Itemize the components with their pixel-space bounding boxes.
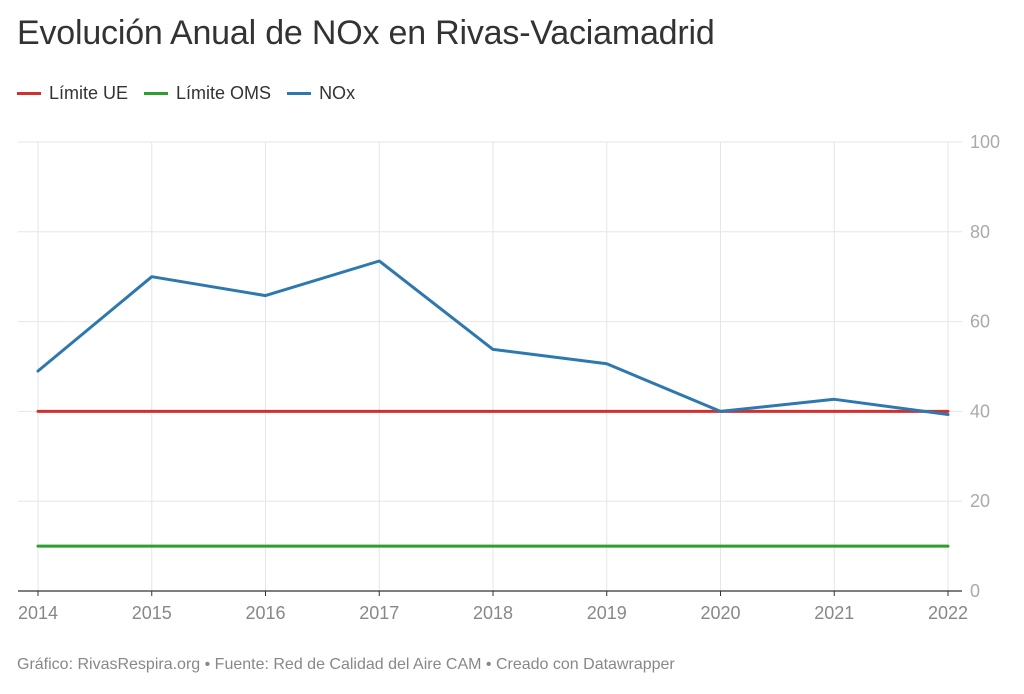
legend-item-nox: NOx xyxy=(287,83,355,104)
y-tick-label: 20 xyxy=(970,491,990,511)
x-tick-label: 2022 xyxy=(928,603,968,623)
chart-title: Evolución Anual de NOx en Rivas-Vaciamad… xyxy=(17,14,715,52)
x-tick-label: 2021 xyxy=(814,603,854,623)
series-line-nox xyxy=(36,259,950,416)
footer-credits: Gráfico: RivasRespira.org • Fuente: Red … xyxy=(17,656,675,673)
legend-item-ue: Límite UE xyxy=(17,83,128,104)
y-tick-label: 80 xyxy=(970,222,990,242)
x-tick-label: 2014 xyxy=(18,603,58,623)
legend-label-oms: Límite OMS xyxy=(176,83,272,103)
legend-label-ue: Límite UE xyxy=(49,83,129,103)
legend-label-nox: NOx xyxy=(319,83,356,103)
y-tick-label: 60 xyxy=(970,312,990,332)
x-tick-label: 2017 xyxy=(359,603,399,623)
x-tick-label: 2018 xyxy=(473,603,513,623)
legend: Límite UE Límite OMS NOx xyxy=(17,83,355,104)
y-tick-label: 100 xyxy=(970,132,1000,152)
y-tick-label: 40 xyxy=(970,401,990,421)
y-tick-label: 0 xyxy=(970,581,980,601)
x-tick-label: 2016 xyxy=(245,603,285,623)
x-tick-label: 2015 xyxy=(132,603,172,623)
legend-item-oms: Límite OMS xyxy=(144,83,271,104)
legend-swatch-ue xyxy=(17,92,41,95)
legend-swatch-nox xyxy=(287,92,312,95)
legend-swatch-oms xyxy=(144,92,169,95)
x-tick-label: 2020 xyxy=(700,603,740,623)
x-tick-label: 2019 xyxy=(587,603,627,623)
